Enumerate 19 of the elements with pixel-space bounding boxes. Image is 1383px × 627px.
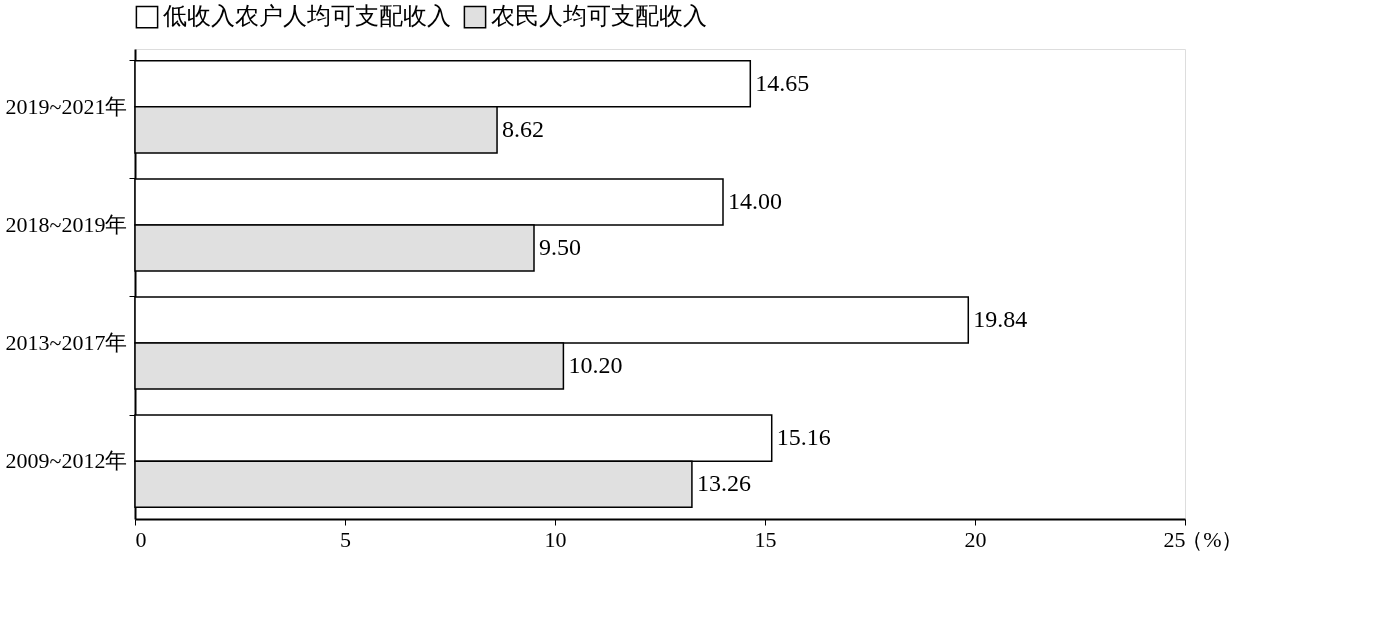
data-label: 19.84 bbox=[973, 306, 1028, 333]
x-tick-label: 10 bbox=[544, 526, 567, 552]
x-tick-label: 0 bbox=[135, 526, 147, 552]
x-tick-label: 15 bbox=[754, 526, 777, 552]
data-label: 8.62 bbox=[502, 115, 545, 142]
x-tick-label: 20 bbox=[964, 526, 987, 552]
y-tick-label: 2013~2017年 bbox=[5, 330, 128, 356]
data-label: 14.65 bbox=[755, 69, 810, 96]
data-label: 14.00 bbox=[728, 187, 782, 214]
x-tick-label: 5 bbox=[340, 526, 351, 552]
data-label: 15.16 bbox=[776, 424, 831, 451]
y-tick-label: 2018~2019年 bbox=[5, 211, 128, 237]
data-label: 9.50 bbox=[539, 233, 581, 260]
data-label: 13.26 bbox=[696, 470, 751, 497]
data-label: 10.20 bbox=[568, 352, 623, 379]
y-tick-label: 2019~2021年 bbox=[5, 93, 128, 119]
y-tick-label: 2009~2012年 bbox=[5, 448, 128, 474]
legend-label: 农民人均可支配收入 bbox=[491, 3, 707, 30]
legend-label: 低收入农户人均可支配收入 bbox=[163, 3, 451, 30]
